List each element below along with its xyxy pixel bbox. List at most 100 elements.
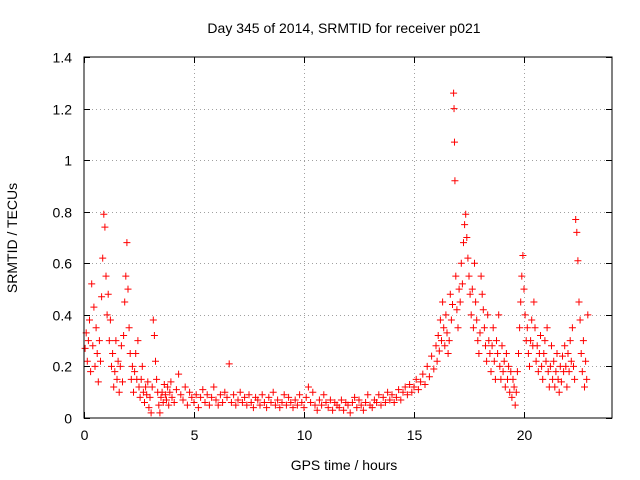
data-point <box>428 352 436 360</box>
data-point <box>322 399 330 407</box>
data-point <box>477 272 485 280</box>
data-point <box>450 105 458 113</box>
data-point <box>90 303 98 311</box>
data-point <box>243 401 251 409</box>
data-point <box>513 368 521 376</box>
data-point <box>313 406 321 414</box>
data-point <box>425 373 433 381</box>
data-point <box>505 362 513 370</box>
data-point <box>390 399 398 407</box>
data-point <box>124 285 132 293</box>
data-point <box>108 362 115 370</box>
data-point <box>456 298 464 306</box>
data-point <box>449 301 456 309</box>
data-point <box>265 393 273 401</box>
data-point <box>83 357 91 365</box>
data-point <box>375 391 383 399</box>
data-point <box>508 393 516 401</box>
y-axis-label: SRMTID / TECUs <box>4 183 20 293</box>
data-point <box>203 391 211 399</box>
data-point <box>153 375 161 383</box>
data-point <box>263 404 271 412</box>
data-point <box>543 324 551 332</box>
data-point <box>419 370 427 378</box>
data-point <box>432 342 440 350</box>
data-point <box>438 337 445 345</box>
data-point <box>225 360 233 368</box>
data-point <box>130 388 137 396</box>
data-point <box>397 396 405 404</box>
data-point <box>86 316 93 324</box>
data-point <box>517 298 525 306</box>
data-point <box>493 337 500 345</box>
data-point <box>500 357 508 365</box>
data-point <box>573 228 581 236</box>
data-point <box>388 391 396 399</box>
data-point <box>497 375 505 383</box>
data-point <box>582 357 590 365</box>
data-point <box>482 342 489 350</box>
data-point <box>221 388 229 396</box>
x-axis-label: GPS time / hours <box>291 457 398 473</box>
data-point <box>304 383 312 391</box>
data-point <box>511 401 519 409</box>
data-point <box>167 378 175 386</box>
data-point <box>475 350 483 358</box>
data-point <box>584 311 592 319</box>
data-point <box>269 388 277 396</box>
data-point <box>315 396 323 404</box>
x-tick-label: 10 <box>297 427 313 443</box>
data-point <box>530 298 538 306</box>
data-point <box>562 362 570 370</box>
data-point <box>156 409 164 417</box>
data-point <box>134 337 142 345</box>
data-point <box>577 350 585 358</box>
data-point <box>455 285 463 293</box>
data-point <box>499 368 507 376</box>
data-point <box>557 378 565 386</box>
data-point <box>570 362 577 370</box>
data-point <box>256 401 264 409</box>
data-point <box>197 393 205 401</box>
data-point <box>496 362 504 370</box>
data-point <box>555 388 563 396</box>
data-point <box>307 399 315 407</box>
data-point <box>122 272 130 280</box>
data-point <box>489 324 497 332</box>
data-point <box>578 368 586 376</box>
data-point <box>208 393 216 401</box>
data-point <box>117 342 125 350</box>
data-point <box>164 383 172 391</box>
data-point <box>298 399 306 407</box>
y-tick-label: 1.2 <box>53 102 73 118</box>
data-point <box>93 350 101 358</box>
data-point <box>465 272 473 280</box>
data-point <box>98 293 106 301</box>
data-point <box>94 378 102 386</box>
data-point <box>423 362 431 370</box>
data-point <box>519 252 527 260</box>
data-point <box>474 337 482 345</box>
data-point <box>192 391 200 399</box>
data-point <box>575 298 583 306</box>
data-point <box>553 350 561 358</box>
data-point <box>534 368 542 376</box>
data-point <box>581 383 588 391</box>
data-point <box>542 357 550 365</box>
data-point <box>406 380 414 388</box>
data-point <box>520 285 528 293</box>
y-tick-label: 0.2 <box>53 359 73 375</box>
data-point <box>442 311 450 319</box>
data-point <box>161 391 169 399</box>
data-point <box>337 396 345 404</box>
data-point <box>318 401 326 409</box>
data-point <box>572 215 580 223</box>
data-point <box>150 331 158 339</box>
data-point <box>84 337 92 345</box>
chart-title: Day 345 of 2014, SRMTID for receiver p02… <box>207 20 480 36</box>
data-point <box>309 388 317 396</box>
data-point <box>186 388 194 396</box>
data-point <box>445 337 453 345</box>
data-point <box>170 399 178 407</box>
data-point <box>373 399 381 407</box>
